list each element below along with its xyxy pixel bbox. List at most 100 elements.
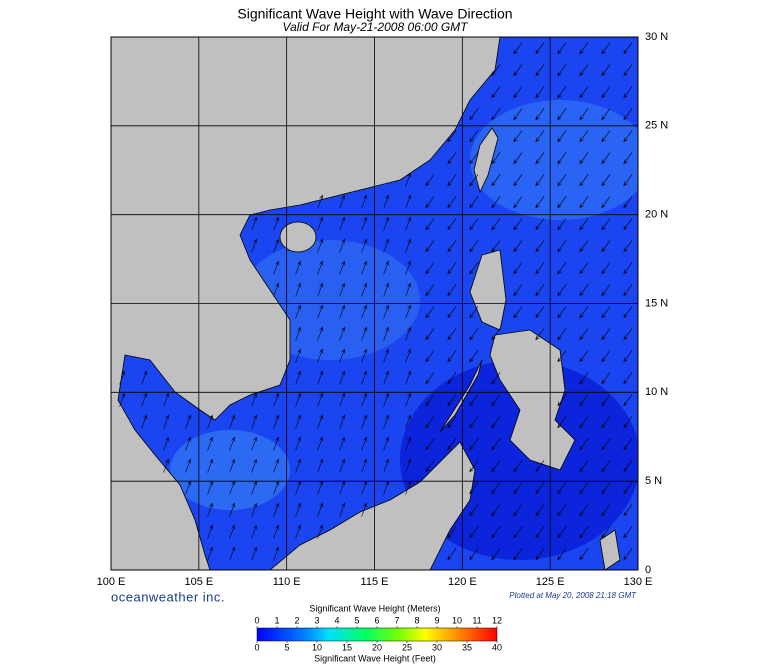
wave-arrow <box>601 130 611 143</box>
wave-arrow <box>295 392 302 407</box>
wave-arrow <box>557 152 567 165</box>
land <box>111 37 621 570</box>
meters-tick-label: 7 <box>394 615 399 625</box>
sea-patch <box>470 100 638 220</box>
wave-arrow <box>579 152 589 165</box>
wave-arrow <box>425 350 435 363</box>
wave-arrow <box>513 218 523 231</box>
wave-arrow <box>579 416 589 429</box>
feet-tick-label: 5 <box>284 642 289 652</box>
wave-arrow <box>295 458 302 473</box>
wave-arrow <box>491 482 501 495</box>
wave-arrow <box>535 460 545 473</box>
meters-tick-label: 6 <box>374 615 379 625</box>
wave-arrow <box>317 414 324 429</box>
wave-arrow <box>273 546 280 561</box>
wave-arrow <box>535 196 545 209</box>
wave-arrow <box>601 328 611 341</box>
wave-arrow <box>295 524 302 539</box>
wave-arrow <box>273 238 280 253</box>
wave-arrow <box>361 216 368 231</box>
wave-arrow <box>317 216 324 231</box>
wave-arrow <box>623 86 633 99</box>
wave-arrow <box>405 260 412 275</box>
wave-arrow <box>579 42 589 55</box>
lon-label: 120 E <box>448 576 477 588</box>
wave-arrow <box>295 260 302 275</box>
wave-arrow <box>557 504 567 517</box>
wave-arrow <box>623 416 633 429</box>
wave-arrow <box>273 414 280 429</box>
wave-arrow <box>491 152 501 165</box>
colorbar <box>256 627 498 642</box>
wave-arrow <box>469 262 479 275</box>
wave-arrow <box>361 436 368 451</box>
wave-arrow <box>623 130 633 143</box>
wave-arrow <box>339 502 346 517</box>
wave-arrow <box>425 372 435 385</box>
wave-arrow <box>535 64 545 77</box>
colorbar-title-meters: Significant Wave Height (Meters) <box>309 603 440 613</box>
wave-arrow <box>405 370 412 385</box>
wave-arrow <box>469 504 479 517</box>
wave-arrow <box>601 174 611 187</box>
land <box>439 359 483 433</box>
wave-arrow <box>579 196 589 209</box>
wave-arrow <box>469 350 479 363</box>
wave-arrow <box>469 482 479 495</box>
wave-arrow <box>469 416 479 429</box>
wave-arrow <box>425 196 435 209</box>
wave-arrow <box>447 130 457 143</box>
wave-arrow <box>557 262 567 275</box>
wave-arrow <box>579 64 589 77</box>
wave-arrow <box>383 194 390 209</box>
wave-arrow <box>405 326 412 341</box>
wave-arrow <box>295 326 302 341</box>
wave-arrow <box>535 108 545 121</box>
land <box>599 529 621 570</box>
wave-arrow <box>557 218 567 231</box>
wave-arrow <box>491 526 501 539</box>
wave-arrow <box>119 392 126 407</box>
wave-arrow <box>361 458 368 473</box>
land <box>269 441 476 570</box>
wave-arrow <box>601 482 611 495</box>
wave-arrow <box>317 502 324 517</box>
wave-arrow <box>491 438 501 451</box>
wave-arrow <box>361 348 368 363</box>
wave-arrow <box>513 240 523 253</box>
wave-arrow <box>447 416 457 429</box>
wave-arrow <box>447 394 457 407</box>
wave-arrow <box>469 328 479 341</box>
lon-label: 130 E <box>624 576 653 588</box>
wave-arrow <box>601 262 611 275</box>
wave-arrow <box>273 458 280 473</box>
wave-arrow <box>405 414 412 429</box>
wave-arrow <box>513 262 523 275</box>
wave-arrow <box>491 196 501 209</box>
wave-arrow <box>163 392 170 407</box>
wave-arrow <box>425 218 435 231</box>
wave-arrow <box>425 240 435 253</box>
subtitle: Valid For May-21-2008 06:00 GMT <box>283 20 470 34</box>
wave-arrow <box>579 526 589 539</box>
wave-arrow <box>295 414 302 429</box>
wave-arrow <box>317 260 324 275</box>
wave-arrow <box>601 394 611 407</box>
plotted-note: Plotted at May 20, 2008 21:18 GMT <box>509 591 637 600</box>
wave-arrow <box>535 284 545 297</box>
wave-arrow <box>557 394 567 407</box>
wave-arrow <box>207 524 214 539</box>
wave-arrow <box>491 240 501 253</box>
wave-arrow <box>469 174 479 187</box>
wave-arrow <box>579 262 589 275</box>
wave-arrow <box>469 526 479 539</box>
wave-arrow <box>469 438 479 451</box>
wave-arrow <box>425 460 435 473</box>
wave-arrow <box>535 152 545 165</box>
wave-arrow <box>425 262 435 275</box>
wave-arrow <box>405 458 412 473</box>
wave-arrow <box>623 174 633 187</box>
wave-arrow <box>579 328 589 341</box>
wave-arrow <box>295 282 302 297</box>
